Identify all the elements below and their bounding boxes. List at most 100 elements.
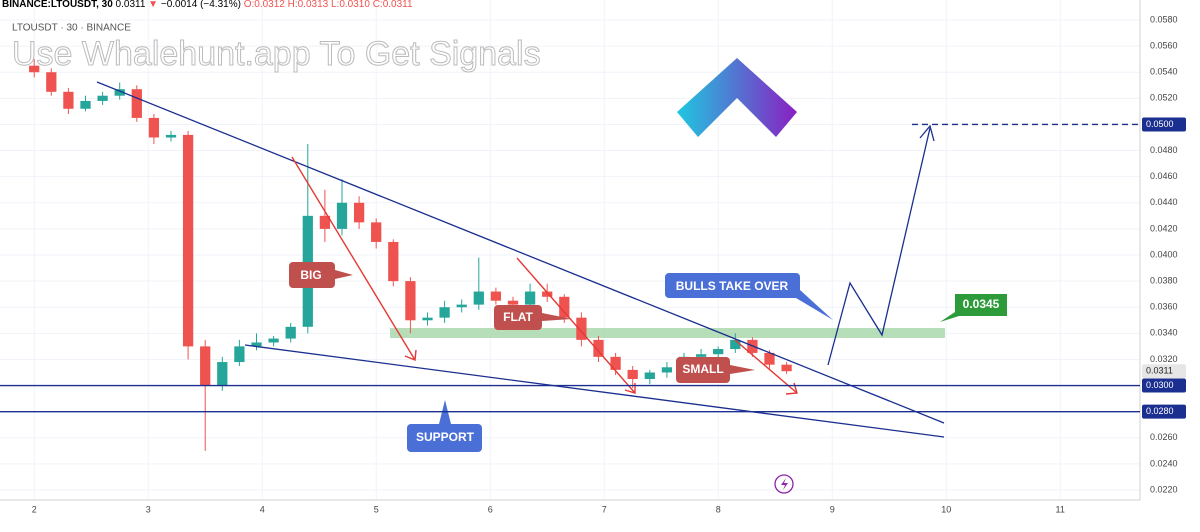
candle-body (371, 222, 382, 242)
candle-body (268, 338, 279, 343)
y-tick-label: 0.0380 (1150, 275, 1178, 285)
candle-body (524, 291, 536, 305)
x-tick-label: 3 (146, 504, 151, 514)
candle-body (114, 89, 125, 96)
zone (390, 328, 945, 338)
y-tick-label: 0.0260 (1150, 432, 1178, 442)
candle-body (165, 134, 177, 138)
candle-body (576, 317, 587, 340)
x-tick-label: 11 (1056, 504, 1065, 514)
candle-body (200, 346, 211, 386)
candle-body (148, 117, 160, 138)
candle-body (610, 356, 621, 370)
label-bulls: BULLS TAKE OVER (676, 279, 789, 293)
drawings (96, 81, 945, 438)
price-badge (1142, 404, 1186, 419)
symbol: BINANCE:LTOUSDT, 30 (2, 0, 113, 10)
y-tick-label: 0.0440 (1150, 197, 1178, 207)
y-tick-label: 0.0580 (1150, 14, 1178, 24)
candle-body (456, 304, 467, 308)
candle-body (730, 339, 741, 349)
candle-body (405, 281, 416, 321)
last: 0.0311 (116, 0, 146, 10)
label-small: SMALL (682, 362, 723, 376)
price-badge-label: 0.0500 (1146, 119, 1174, 129)
candle-body (319, 215, 331, 229)
last-price-label: 0.0311 (1146, 366, 1173, 376)
x-tick-label: 10 (941, 504, 951, 514)
candle-body (80, 100, 91, 109)
label-target: 0.0345 (963, 297, 1000, 311)
y-tick-label: 0.0460 (1150, 171, 1178, 181)
candle-body (131, 89, 142, 118)
x-tick-label: 9 (830, 504, 835, 514)
candle-body (285, 326, 296, 339)
candle-body (388, 241, 399, 282)
candle-body (644, 372, 655, 380)
candle-body (234, 346, 245, 363)
candle-body (353, 202, 365, 223)
candle-body (507, 300, 519, 305)
axes: 0.0220 0.0240 0.0260 0.0280 0.0300 0.0320 0.03… (0, 14, 1186, 514)
candle-body (439, 307, 450, 318)
y-tick-label: 0.0240 (1150, 458, 1178, 468)
candle-body (63, 91, 74, 109)
x-tick-label: 4 (260, 504, 265, 514)
y-tick-label: 0.0360 (1150, 302, 1178, 312)
candle-body (695, 354, 707, 357)
candle-body (29, 65, 40, 73)
label-flat: FLAT (503, 310, 533, 324)
price-axis-bg (1140, 0, 1200, 527)
watermark: Use Whalehunt.app To Get Signals (12, 35, 541, 73)
candle-body (713, 349, 724, 355)
candle-body (46, 72, 57, 92)
legend-label: LTOUSDT · 30 · BINANCE (12, 23, 131, 34)
candle-body (542, 291, 553, 297)
price-badge-label: 0.0300 (1146, 380, 1174, 390)
candle-body (182, 134, 194, 347)
y-tick-label: 0.0400 (1150, 249, 1178, 259)
direction: ▼ (148, 0, 158, 10)
price-badge (1142, 378, 1186, 393)
candle-body (490, 291, 502, 301)
candle-body (336, 202, 348, 229)
label-big: BIG (300, 268, 321, 282)
logo (677, 58, 797, 137)
candle-body (781, 364, 792, 372)
ohlc: O:0.0312 H:0.0313 L:0.0310 C:0.0311 (244, 0, 413, 10)
y-tick-label: 0.0560 (1150, 40, 1178, 50)
candle-body (627, 369, 638, 380)
price-badge (1142, 117, 1186, 132)
x-tick-label: 5 (374, 504, 379, 514)
candle-body (251, 342, 262, 347)
y-tick-label: 0.0320 (1150, 354, 1178, 364)
header: BINANCE:LTOUSDT, 30 0.0311 ▼ −0.0014 (−4… (2, 0, 413, 10)
price-badge-label: 0.0280 (1146, 406, 1174, 416)
x-tick-label: 6 (488, 504, 493, 514)
candle-body (422, 317, 433, 321)
candle-body (764, 352, 775, 365)
x-tick-label: 2 (32, 504, 37, 514)
x-tick-label: 7 (602, 504, 607, 514)
y-tick-label: 0.0540 (1150, 67, 1178, 77)
grid (0, 0, 1140, 500)
candle-body (473, 291, 484, 305)
candle-body (217, 362, 228, 386)
candle-body (661, 367, 673, 373)
y-tick-label: 0.0480 (1150, 145, 1178, 155)
candle-body (97, 95, 108, 101)
y-tick-label: 0.0340 (1150, 328, 1178, 338)
callouts: BIG FLAT SMALL BULLS TAKE OVER SUPPORT 0… (289, 262, 1007, 494)
last-price-badge (1142, 364, 1186, 379)
y-tick-label: 0.0520 (1150, 93, 1178, 103)
y-tick-label: 0.0220 (1150, 484, 1178, 494)
candle-body (593, 339, 604, 357)
x-tick-label: 8 (716, 504, 721, 514)
candles (29, 59, 792, 451)
y-tick-label: 0.0420 (1150, 223, 1178, 233)
arrows (291, 156, 798, 395)
label-support: SUPPORT (416, 430, 475, 444)
change: −0.0014 (−4.31%) (161, 0, 241, 10)
candle-body (559, 296, 570, 318)
